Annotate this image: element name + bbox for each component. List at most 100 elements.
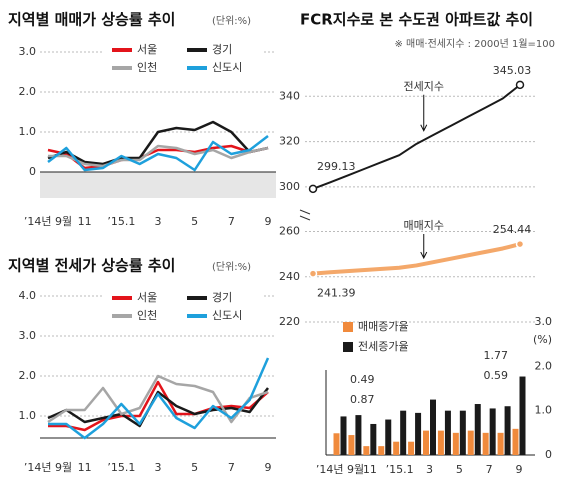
bar <box>340 416 347 455</box>
x-tick-label: 11 <box>363 463 377 476</box>
x-tick-label: 3 <box>155 215 162 228</box>
legend-label: 신도시 <box>212 309 242 322</box>
line <box>48 144 269 168</box>
legend-label: 경기 <box>212 291 232 304</box>
line <box>48 357 270 440</box>
y-tick-label: 220 <box>279 315 300 328</box>
data-label: 345.03 <box>493 64 532 77</box>
point <box>308 269 318 278</box>
series-annotation: 전세지수 <box>404 80 444 93</box>
x-tick-label: 11 <box>78 461 92 474</box>
x-tick-label: 3 <box>426 463 433 476</box>
data-label: 0.59 <box>484 369 509 382</box>
bar <box>378 446 385 455</box>
line <box>47 144 269 170</box>
legend-label: 서울 <box>137 291 157 304</box>
chart-title: FCR지수로 본 수도권 아파트값 추이 <box>300 11 533 29</box>
bar <box>400 410 407 455</box>
legend-box <box>102 288 262 326</box>
bar <box>393 441 400 455</box>
chart-subtitle: (단위:%) <box>212 260 251 273</box>
y-tick-label: 300 <box>279 180 300 193</box>
y-tick-label: 340 <box>279 89 300 102</box>
bar <box>423 430 429 455</box>
bar <box>489 408 496 455</box>
y-tick-label: 4.0 <box>19 289 37 302</box>
x-tick-label: 3 <box>155 461 162 474</box>
line <box>312 84 521 190</box>
y-tick-label: 320 <box>279 135 300 148</box>
y-tick-label: 1.0 <box>19 125 37 138</box>
bar <box>363 446 370 455</box>
legend-swatch <box>343 322 353 332</box>
bar <box>497 432 504 455</box>
bar <box>444 410 451 455</box>
bar <box>474 404 481 455</box>
bar <box>370 423 377 455</box>
point <box>308 184 318 194</box>
data-label: 0.49 <box>350 373 375 386</box>
x-tick-label: 7 <box>228 215 235 228</box>
data-label: 241.39 <box>317 287 356 300</box>
annotation-arrow <box>420 234 428 260</box>
bar <box>452 432 459 455</box>
x-tick-label: 5 <box>456 463 463 476</box>
x-tick-label: 7 <box>486 463 493 476</box>
line <box>47 374 269 424</box>
bar <box>385 419 392 455</box>
bar <box>348 435 355 455</box>
bar <box>437 430 444 455</box>
line <box>312 242 521 276</box>
y-tick-label: 3.0 <box>19 45 37 58</box>
series-annotation: 매매지수 <box>404 219 444 232</box>
x-tick-label: ’14년 9월 <box>24 461 72 474</box>
y-tick-label: 3.0 <box>535 315 553 328</box>
y-tick-label: 2.0 <box>19 85 37 98</box>
bar <box>415 412 422 455</box>
y-tick-label: 3.0 <box>19 329 37 342</box>
line <box>47 387 269 428</box>
annotation-arrow <box>420 94 428 132</box>
y-tick-label: 240 <box>279 270 300 283</box>
data-label: 0.87 <box>350 393 375 406</box>
y-tick-label: 2.0 <box>19 369 37 382</box>
y-tick-label: 0 <box>29 165 36 178</box>
point <box>515 239 525 249</box>
legend-label: 매매증가율 <box>358 320 409 333</box>
bar <box>519 376 526 455</box>
line <box>48 380 269 432</box>
data-label: 1.77 <box>484 349 509 362</box>
bar <box>467 430 474 455</box>
x-tick-label: ’14년 9월 <box>24 215 72 228</box>
x-tick-label: ’14년 9월 <box>316 463 364 476</box>
axis-break <box>299 209 311 221</box>
legend-label: 서울 <box>137 43 157 56</box>
bar <box>504 406 511 455</box>
x-tick-label: 7 <box>228 461 235 474</box>
chart-subtitle: (단위:%) <box>212 14 251 27</box>
x-tick-label: 9 <box>265 215 272 228</box>
y-tick-label: 0 <box>545 448 552 461</box>
line <box>47 120 269 166</box>
bar <box>482 432 489 455</box>
x-tick-label: 5 <box>191 461 198 474</box>
x-tick-label: ’15.1 <box>386 463 414 476</box>
bar <box>459 410 466 455</box>
x-tick-label: 11 <box>78 215 92 228</box>
data-label: 299.13 <box>317 160 356 173</box>
chart-subtitle: ※ 매매·전세지수 : 2000년 1월=100 <box>394 38 555 50</box>
chart-title: 지역별 전세가 상승률 추이 <box>8 257 175 275</box>
legend-box <box>102 40 262 78</box>
x-tick-label: 5 <box>191 215 198 228</box>
bar <box>333 433 340 455</box>
chart-title: 지역별 매매가 상승률 추이 <box>8 11 175 29</box>
y-tick-label: 1.0 <box>535 404 553 417</box>
data-label: 254.44 <box>493 223 532 236</box>
legend-swatch <box>343 342 353 352</box>
legend-label: 신도시 <box>212 61 242 74</box>
x-tick-label: ’15.1 <box>107 215 135 228</box>
x-tick-label: 9 <box>265 461 272 474</box>
y-tick-label: 260 <box>279 225 300 238</box>
y-axis-label: (%) <box>533 333 552 346</box>
